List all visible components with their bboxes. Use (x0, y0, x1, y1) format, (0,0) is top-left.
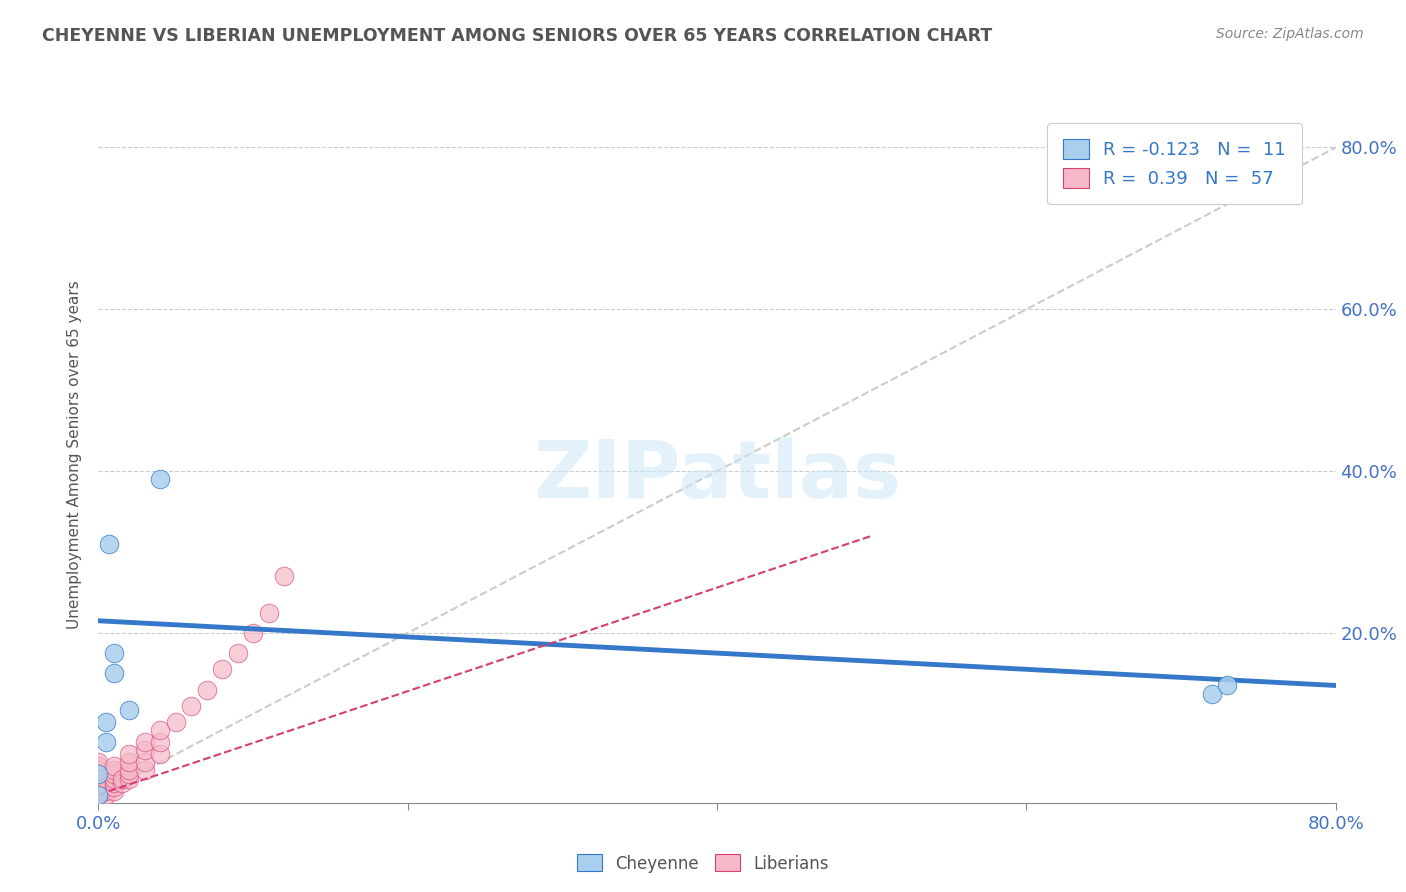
Point (149, 747, 172, 762)
Point (103, 772, 125, 786)
Point (149, 735, 172, 749)
Point (118, 703, 141, 717)
Point (111, 775, 134, 789)
Point (118, 772, 141, 786)
Point (134, 735, 156, 749)
Text: Source: ZipAtlas.com: Source: ZipAtlas.com (1216, 27, 1364, 41)
Point (103, 783, 125, 797)
Point (96, 788, 118, 802)
Point (149, 723, 172, 737)
Point (87, 767, 110, 781)
Point (103, 767, 125, 781)
Point (257, 606, 280, 620)
Point (103, 646, 125, 660)
Point (103, 764, 125, 778)
Point (111, 772, 134, 786)
Point (87, 756, 110, 770)
Point (103, 666, 125, 681)
Legend: Cheyenne, Liberians: Cheyenne, Liberians (569, 847, 837, 880)
Point (87, 788, 110, 802)
Point (87, 780, 110, 794)
Point (118, 767, 141, 781)
Point (242, 626, 264, 640)
Legend: R = -0.123   N =  11, R =  0.39   N =  57: R = -0.123 N = 11, R = 0.39 N = 57 (1047, 123, 1302, 204)
Point (180, 698, 202, 713)
Point (87, 783, 110, 797)
Point (195, 682, 218, 697)
Point (87, 783, 110, 797)
Point (87, 780, 110, 794)
Point (103, 780, 125, 794)
Point (87, 788, 110, 802)
Point (98, 537, 121, 551)
Point (87, 780, 110, 794)
Point (149, 472, 172, 486)
Text: ZIPatlas: ZIPatlas (533, 437, 901, 515)
Point (87, 788, 110, 802)
Point (134, 764, 156, 778)
Point (87, 788, 110, 802)
Point (226, 646, 249, 660)
Point (273, 569, 295, 583)
Point (103, 775, 125, 789)
Point (87, 772, 110, 786)
Point (1201, 687, 1223, 701)
Point (87, 772, 110, 786)
Point (96, 780, 118, 794)
Point (87, 788, 110, 802)
Point (87, 775, 110, 789)
Point (87, 788, 110, 802)
Point (134, 756, 156, 770)
Point (1216, 678, 1239, 692)
Point (118, 756, 141, 770)
Point (87, 788, 110, 802)
Point (211, 662, 233, 676)
Point (96, 735, 118, 749)
Point (87, 788, 110, 802)
Point (118, 764, 141, 778)
Point (134, 743, 156, 757)
Point (87, 788, 110, 802)
Point (87, 759, 110, 773)
Point (87, 764, 110, 778)
Point (87, 764, 110, 778)
Point (87, 767, 110, 781)
Point (96, 714, 118, 729)
Point (87, 783, 110, 797)
Point (103, 759, 125, 773)
Point (165, 714, 187, 729)
Point (87, 788, 110, 802)
Point (96, 783, 118, 797)
Text: CHEYENNE VS LIBERIAN UNEMPLOYMENT AMONG SENIORS OVER 65 YEARS CORRELATION CHART: CHEYENNE VS LIBERIAN UNEMPLOYMENT AMONG … (42, 27, 993, 45)
Point (118, 747, 141, 762)
Y-axis label: Unemployment Among Seniors over 65 years: Unemployment Among Seniors over 65 years (67, 281, 83, 629)
Point (87, 775, 110, 789)
Point (87, 772, 110, 786)
